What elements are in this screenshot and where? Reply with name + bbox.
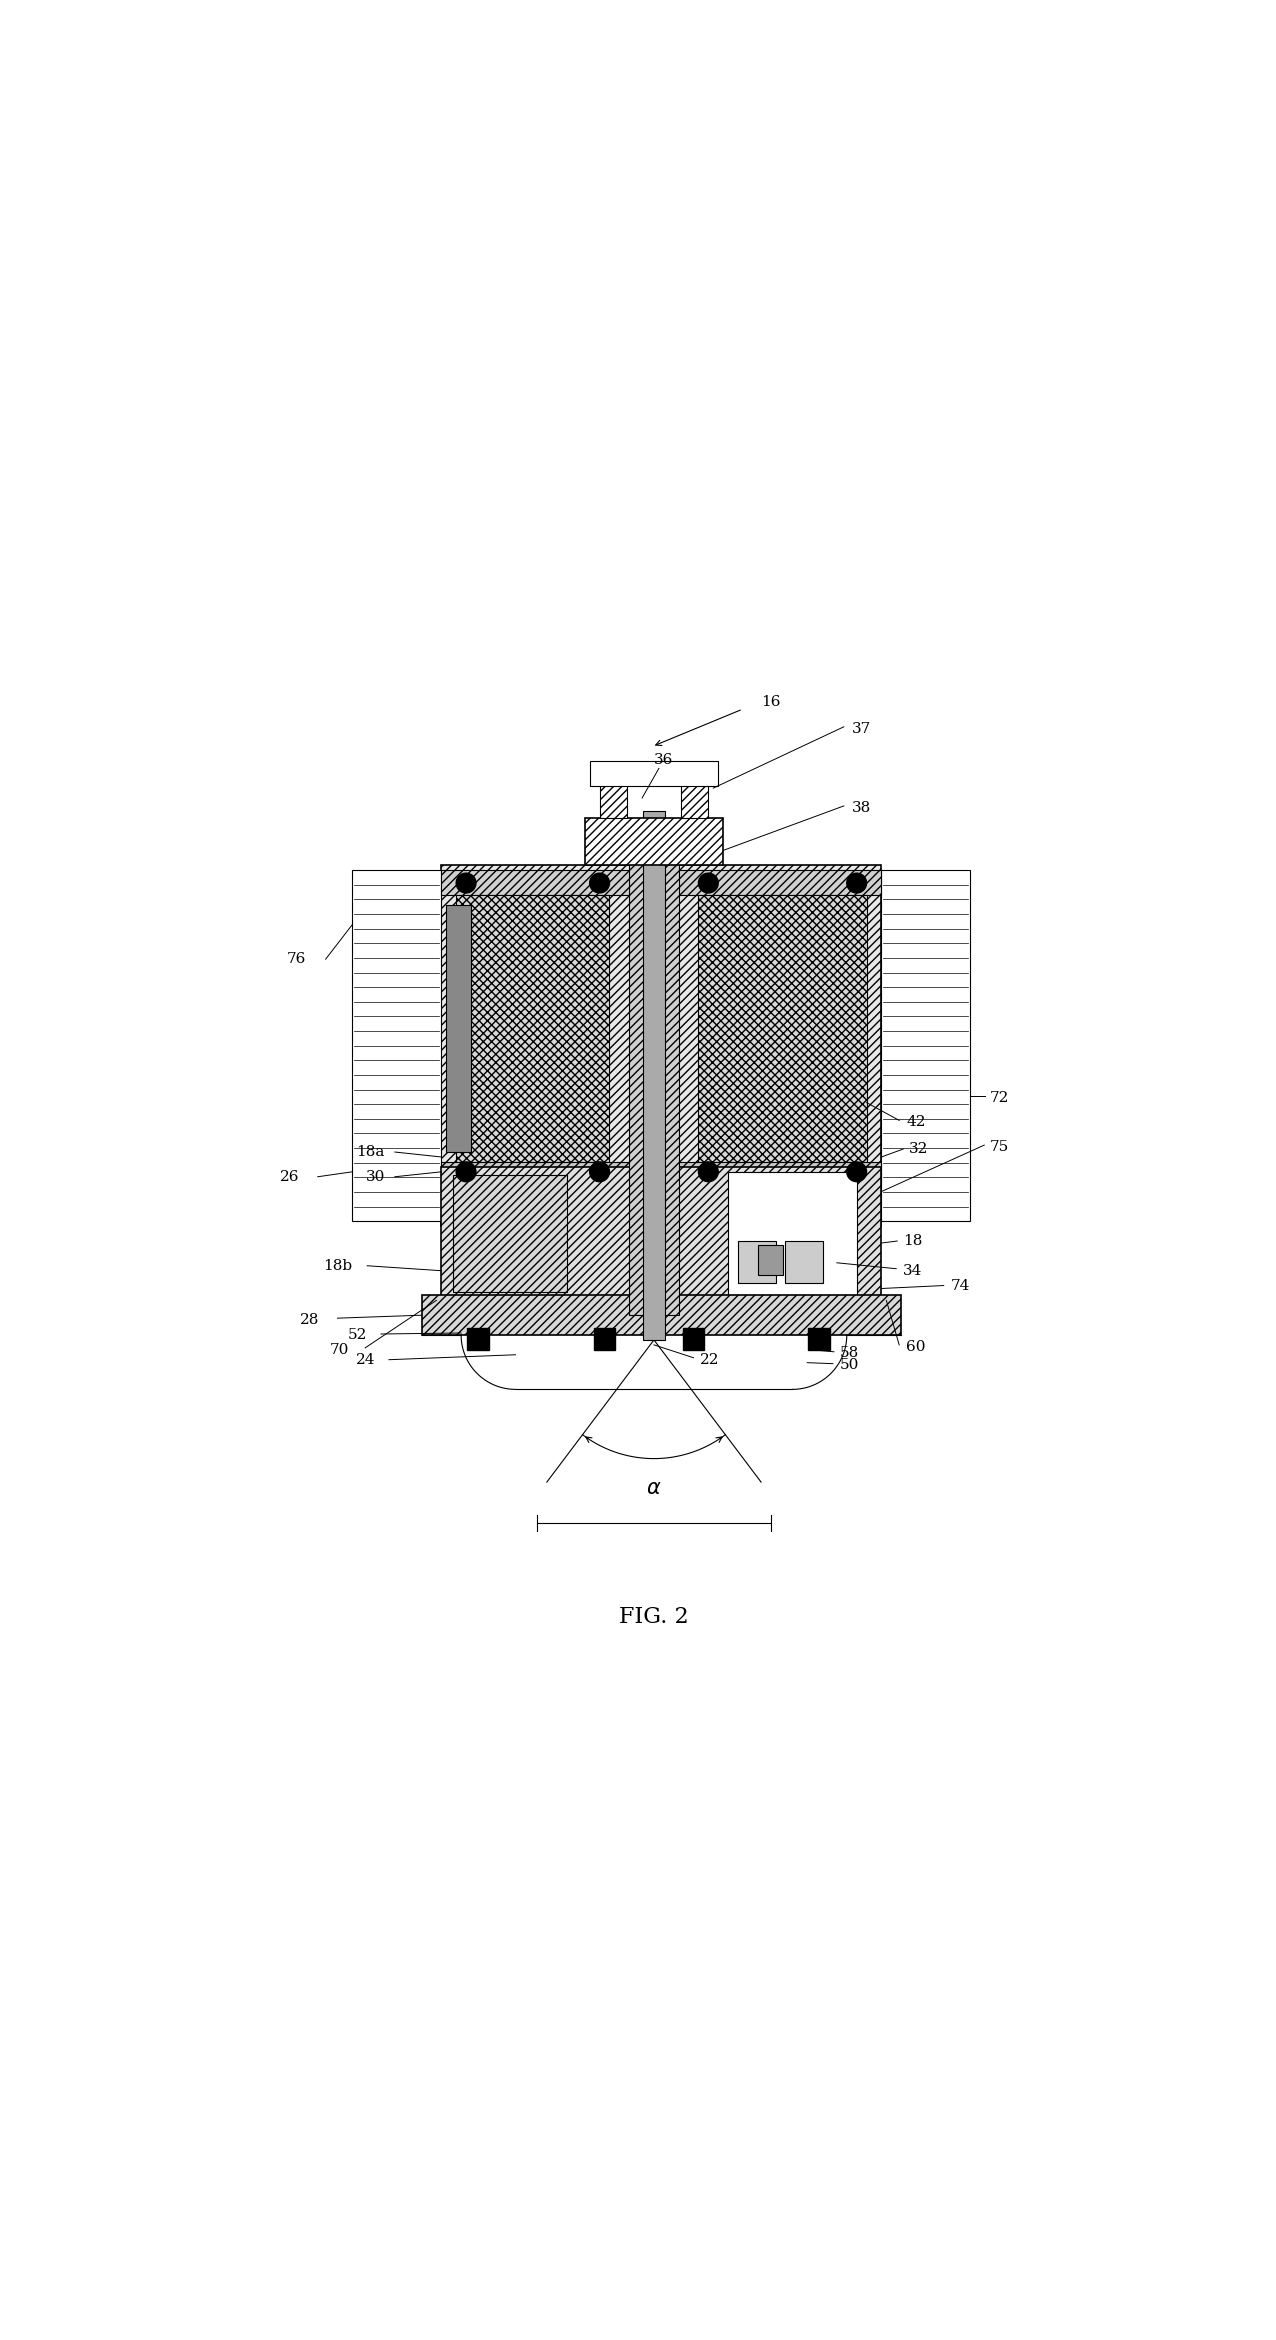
Text: 74: 74 [951,1278,970,1292]
Text: 37: 37 [852,721,872,735]
Circle shape [847,1163,866,1182]
Text: 58: 58 [840,1346,859,1360]
Text: 70: 70 [330,1343,350,1357]
Text: 60: 60 [906,1341,925,1355]
Text: 18a: 18a [356,1144,385,1158]
Circle shape [457,1163,476,1182]
Circle shape [698,1163,718,1182]
Bar [421,1296,901,1336]
Text: 28: 28 [300,1313,320,1327]
Text: 16: 16 [760,695,780,709]
Bar [600,777,628,817]
Text: 42: 42 [906,1116,925,1130]
Bar [808,1329,829,1350]
Text: 38: 38 [852,800,872,814]
Text: $\alpha$: $\alpha$ [646,1479,662,1498]
Bar [729,1172,856,1296]
Bar [457,894,610,1163]
Text: 50: 50 [840,1357,859,1371]
Bar [441,1168,882,1301]
Bar [467,1329,489,1350]
Circle shape [847,873,866,894]
Bar [698,894,866,1163]
Bar [786,1240,823,1282]
Bar [441,870,882,894]
Bar [453,1175,567,1292]
Bar [441,866,882,1226]
Text: 18: 18 [903,1233,923,1247]
Bar [680,777,708,817]
Circle shape [590,873,610,894]
Circle shape [698,873,718,894]
Bar [643,812,665,1341]
Bar [683,1329,704,1350]
Text: 30: 30 [366,1170,385,1184]
Bar [352,870,441,1221]
Bar [593,1329,615,1350]
Bar [584,817,723,866]
Bar [738,1240,776,1282]
Bar [441,1163,882,1182]
Text: 52: 52 [348,1329,367,1341]
Text: 22: 22 [701,1353,720,1367]
Bar [447,906,471,1151]
Text: 34: 34 [903,1264,923,1278]
Bar [629,845,679,1315]
Bar [590,760,718,786]
Text: 75: 75 [990,1140,1009,1154]
Bar [882,870,970,1221]
Text: FIG. 2: FIG. 2 [619,1605,689,1629]
Text: 72: 72 [990,1090,1009,1104]
Bar [758,1245,782,1275]
Text: 32: 32 [909,1142,929,1156]
Text: 26: 26 [281,1170,300,1184]
Text: 18b: 18b [323,1259,352,1273]
Text: 76: 76 [287,952,306,966]
Circle shape [457,873,476,894]
Text: 24: 24 [356,1353,375,1367]
Circle shape [590,1163,610,1182]
Text: 36: 36 [655,753,674,768]
